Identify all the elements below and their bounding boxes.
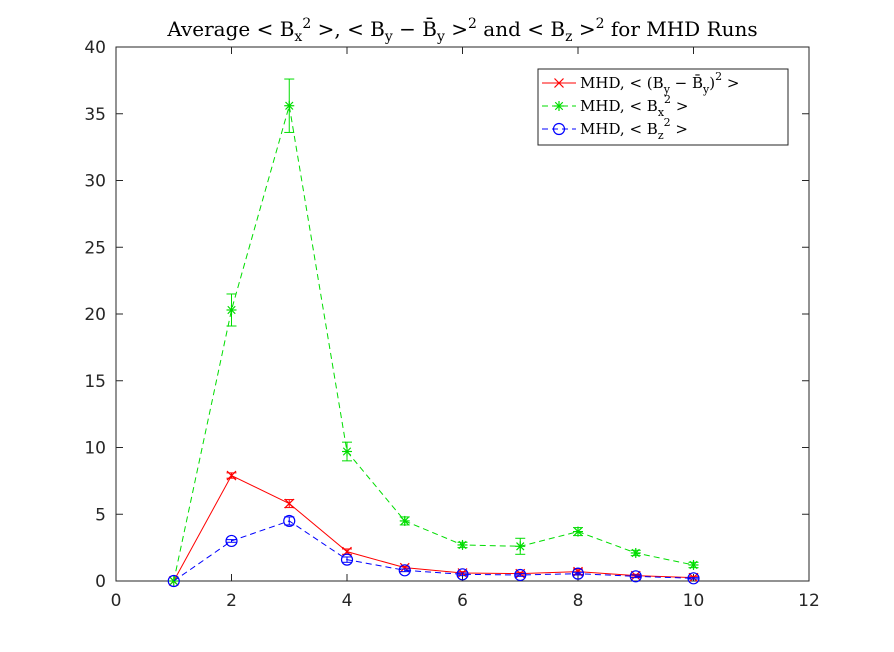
data-point: [340, 553, 354, 566]
legend-entry: MHD, < Bx​2​ >: [542, 93, 688, 119]
marker-star: [458, 540, 467, 550]
data-point: [167, 574, 180, 588]
x-tick-label: 8: [573, 591, 584, 611]
error-bar: [630, 574, 641, 579]
marker-star: [689, 560, 698, 570]
x-tick-label: 4: [342, 591, 353, 611]
data-point: [226, 470, 237, 481]
data-point: [573, 526, 583, 537]
legend-entry: MHD, < Bz​2​ >: [542, 116, 688, 142]
series-line: [173, 520, 694, 582]
data-point: [629, 570, 642, 583]
marker-circle: [571, 567, 585, 580]
data-point: [284, 100, 295, 111]
data-point: [457, 539, 468, 550]
legend-box: [537, 68, 789, 146]
legend-label: MHD, < Bz​2​ >: [580, 116, 688, 142]
error-bar: [226, 539, 237, 543]
y-tick-label: 30: [84, 172, 106, 192]
x-tick-label: 10: [683, 591, 705, 611]
data-point: [688, 559, 699, 570]
x-tick-label: 6: [457, 591, 468, 611]
legend-label: MHD, < (By​ − B̄y​)2​ >: [580, 70, 739, 96]
data-point: [399, 515, 410, 526]
marker-circle: [398, 564, 411, 577]
y-tick-label: 0: [95, 572, 106, 592]
y-tick-label: 5: [95, 505, 106, 525]
data-point: [342, 446, 352, 457]
marker-circle: [514, 568, 527, 582]
chart-title-group: Average < Bx​2​ >, < By​ − B̄y​ >2​ and …: [166, 16, 757, 45]
legend-entry: MHD, < (By​ − B̄y​)2​ >: [542, 70, 739, 96]
x-tick-label: 12: [798, 591, 820, 611]
x-tick-label: 2: [226, 591, 237, 611]
marker-circle: [340, 553, 354, 566]
marker-x: [226, 470, 237, 481]
marker-star: [631, 548, 640, 558]
data-point: [630, 547, 641, 558]
data-point: [398, 564, 411, 577]
marker-star: [227, 305, 236, 315]
legend-label: MHD, < Bx​2​ >: [580, 93, 688, 119]
marker-circle: [225, 534, 238, 548]
error-bar: [515, 573, 526, 577]
error-bar: [342, 556, 352, 563]
plot-data: [167, 78, 700, 588]
y-tick-label: 10: [84, 439, 106, 459]
marker-x: [284, 498, 295, 509]
data-point: [284, 498, 295, 509]
data-point: [283, 514, 296, 528]
marker-star: [573, 527, 583, 536]
error-bar: [688, 577, 699, 580]
marker-circle: [552, 122, 566, 136]
series-3: [167, 514, 700, 588]
data-point: [226, 304, 237, 315]
y-tick-label: 15: [84, 372, 106, 392]
error-bar: [457, 572, 468, 577]
data-point: [225, 534, 238, 548]
data-point: [456, 568, 469, 581]
marker-x: [399, 562, 410, 573]
marker-circle: [283, 514, 296, 528]
chart-title: Average < Bx​2​ >, < By​ − B̄y​ >2​ and …: [166, 16, 757, 45]
x-tick-label: 0: [111, 591, 122, 611]
error-bar: [399, 568, 410, 573]
marker-star: [285, 101, 294, 110]
series-line: [173, 105, 694, 582]
data-point: [515, 541, 526, 552]
marker-star: [516, 542, 525, 551]
marker-x: [554, 78, 564, 88]
marker-star: [342, 447, 352, 456]
data-point: [687, 572, 700, 585]
error-bar: [573, 571, 583, 576]
y-tick-label: 25: [84, 238, 106, 258]
marker-circle: [629, 570, 642, 583]
data-point: [571, 567, 585, 580]
y-tick-label: 20: [84, 305, 106, 325]
series-line: [173, 474, 694, 582]
marker-star: [554, 101, 564, 111]
data-point: [514, 568, 527, 582]
y-tick-label: 40: [84, 38, 106, 58]
marker-star: [400, 516, 409, 526]
marker-circle: [456, 568, 469, 581]
legend: MHD, < (By​ − B̄y​)2​ >MHD, < Bx​2​ >MHD…: [537, 68, 789, 146]
marker-circle: [167, 574, 180, 588]
y-tick-label: 35: [84, 105, 106, 125]
marker-circle: [687, 572, 700, 585]
